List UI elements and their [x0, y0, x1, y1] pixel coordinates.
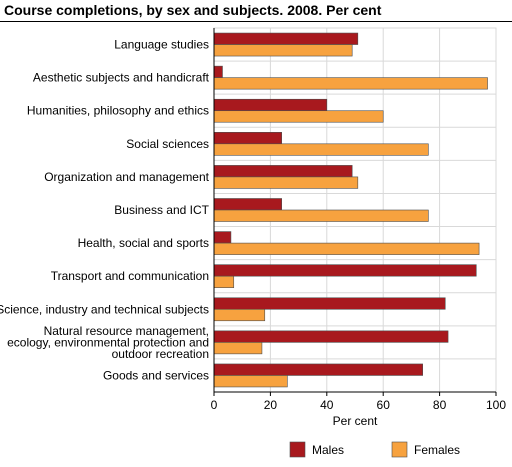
- bar-males: [213, 98, 328, 112]
- title-divider: [0, 21, 512, 22]
- bar-females: [213, 209, 429, 222]
- bar-females: [213, 77, 488, 90]
- category-label: Humanities, philosophy and ethics: [27, 104, 209, 118]
- x-tick-label: 40: [320, 398, 334, 412]
- bar-males: [213, 32, 359, 45]
- bar-males: [213, 231, 232, 244]
- bar-females: [213, 342, 263, 355]
- bar-females: [213, 44, 353, 57]
- bar-males: [213, 363, 423, 376]
- chart-title: Course completions, by sex and subjects.…: [4, 2, 382, 18]
- bar-males: [213, 65, 223, 78]
- bar-males: [213, 297, 446, 310]
- x-tick-label: 0: [211, 398, 218, 412]
- category-label: Business and ICT: [114, 203, 209, 217]
- category-label: Goods and services: [103, 368, 209, 382]
- category-label: Organization and management: [44, 170, 209, 184]
- category-label: Aesthetic subjects and handicraft: [33, 71, 210, 85]
- bar-females: [213, 275, 235, 288]
- x-tick-label: 20: [264, 398, 278, 412]
- bar-females: [213, 143, 429, 156]
- legend-label-females: Females: [414, 443, 460, 457]
- bar-males: [213, 165, 353, 178]
- bar-males: [213, 198, 282, 211]
- category-label: Transport and communication: [51, 269, 209, 283]
- bar-males: [213, 264, 477, 277]
- bar-females: [213, 242, 480, 255]
- bar-females: [213, 176, 359, 189]
- legend-label-males: Males: [312, 443, 344, 457]
- x-axis: 0 20 40 60 80 100 Per cent: [211, 28, 506, 428]
- category-label: Science, industry and technical subjects: [0, 302, 209, 316]
- bar-males: [213, 330, 449, 343]
- category-label: Language studies: [114, 38, 209, 52]
- legend-swatch-males: [289, 441, 306, 458]
- category-label: Natural resource management, ecology, env…: [7, 324, 209, 361]
- category-labels: Language studies Aesthetic subjects and h…: [0, 38, 210, 383]
- category-label: Health, social and sports: [78, 236, 209, 250]
- legend: Males Females: [289, 441, 460, 458]
- x-tick-label: 80: [433, 398, 447, 412]
- bar-males: [213, 132, 282, 145]
- legend-swatch-females: [391, 441, 408, 458]
- bar-females: [213, 110, 384, 123]
- bar-females: [213, 308, 266, 322]
- x-axis-title: Per cent: [333, 414, 378, 428]
- x-tick-label: 100: [486, 398, 506, 412]
- bar-females: [213, 375, 288, 388]
- category-label: Social sciences: [126, 137, 209, 151]
- x-tick-label: 60: [377, 398, 391, 412]
